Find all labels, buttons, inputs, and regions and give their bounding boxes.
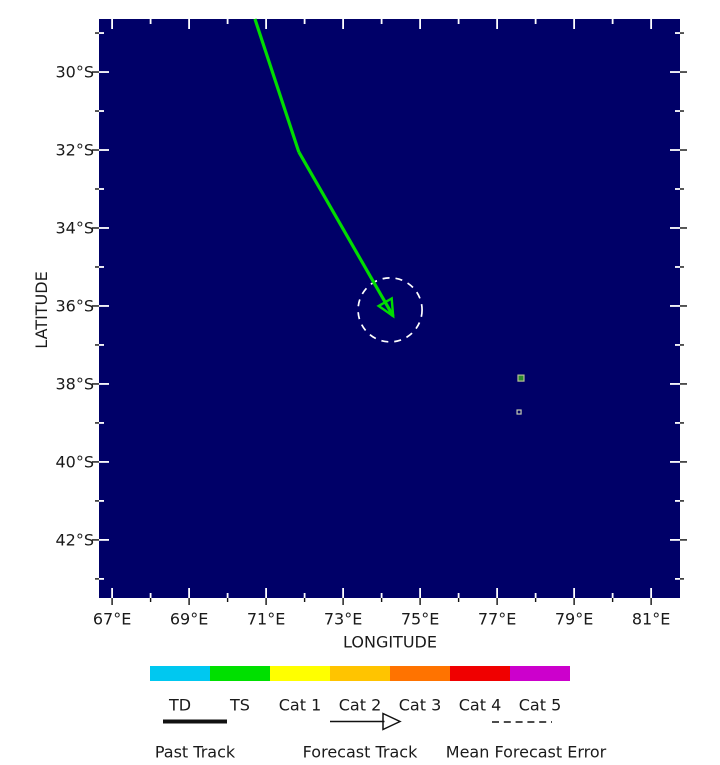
lon-tick-label: 69°E [170, 610, 208, 629]
lat-tick-label: 30°S [55, 63, 94, 82]
legend-category-label: Cat 1 [279, 696, 322, 715]
legend-category-label: TS [229, 696, 250, 715]
lat-tick-label: 32°S [55, 141, 94, 160]
legend-color-cat-4 [450, 666, 510, 681]
legend-color-cat-5 [510, 666, 570, 681]
mean-forecast-error-circle [357, 277, 423, 343]
lat-tick-label: 42°S [55, 530, 94, 549]
forecast-arrowhead-icon [376, 296, 395, 319]
lat-tick-label: 40°S [55, 452, 94, 471]
lon-tick-label: 79°E [555, 610, 593, 629]
legend-color-ts [210, 666, 270, 681]
legend-past-track-label: Past Track [155, 743, 236, 761]
legend-category-label: Cat 3 [399, 696, 442, 715]
generated-map-layers: 67°E 69°E 71°E 73°E 75°E 77°E 79°E 81°E 30°S 32°S… [55, 18, 687, 731]
forecast-track-line [297, 151, 395, 317]
island [517, 374, 525, 382]
legend-category-label: Cat 4 [459, 696, 502, 715]
lon-tick-label: 81°E [632, 610, 670, 629]
lon-tick-label: 67°E [93, 610, 131, 629]
legend-category-label: Cat 2 [339, 696, 382, 715]
lat-tick-label: 38°S [55, 374, 94, 393]
lat-tick-label: 34°S [55, 218, 94, 237]
legend-category-label: Cat 5 [519, 696, 562, 715]
lon-tick-label: 71°E [247, 610, 285, 629]
lon-tick-label: 77°E [478, 610, 516, 629]
lon-tick-label: 75°E [401, 610, 439, 629]
past-track-line [253, 18, 301, 153]
x-axis-title: LONGITUDE [343, 633, 437, 652]
lat-tick-label: 36°S [55, 296, 94, 315]
legend-forecast-arrowhead-icon [382, 712, 402, 731]
legend-category-label: TD [168, 696, 191, 715]
legend-color-td [150, 666, 210, 681]
legend-forecast-track-label: Forecast Track [303, 743, 418, 761]
y-axis-title: LATITUDE [32, 271, 51, 348]
island [516, 409, 522, 415]
lon-tick-label: 73°E [324, 610, 362, 629]
legend-color-cat-3 [390, 666, 450, 681]
legend-color-cat-2 [330, 666, 390, 681]
legend-color-cat-1 [270, 666, 330, 681]
legend-mean-forecast-error-label: Mean Forecast Error [446, 743, 607, 761]
